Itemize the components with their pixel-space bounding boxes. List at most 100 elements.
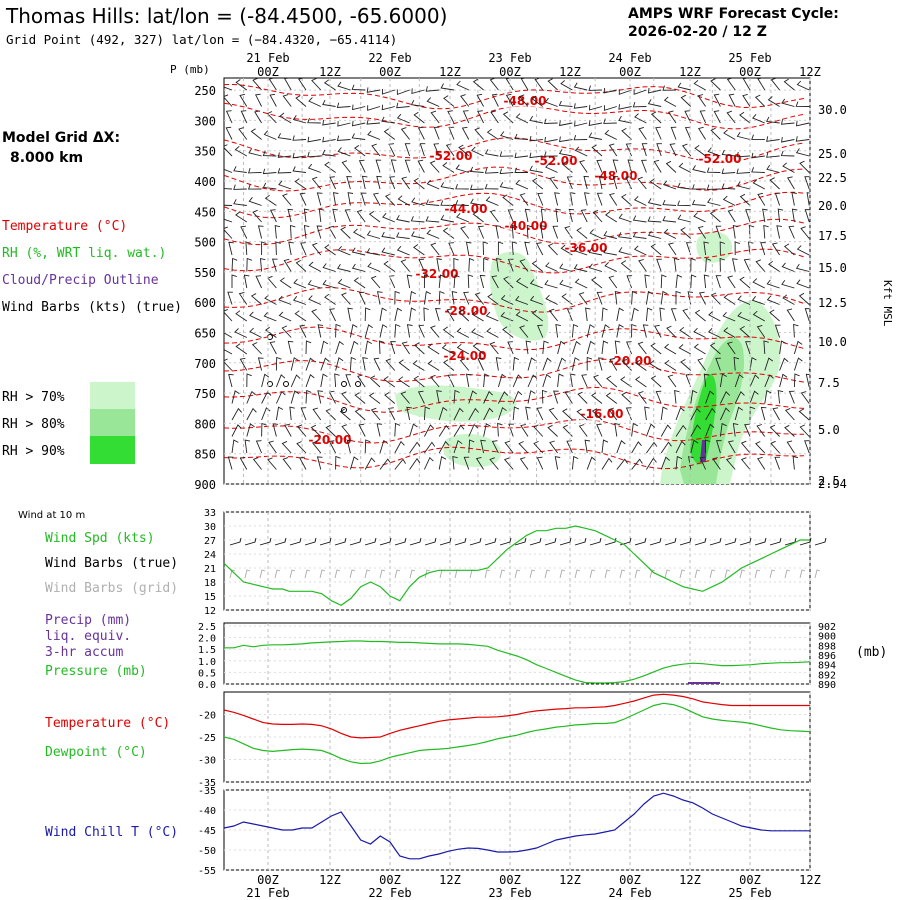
calm-wind-circle: [341, 381, 347, 387]
temperature-contour-label: -16.00: [581, 407, 624, 421]
wind-barb: [423, 456, 434, 470]
wind-barb: [770, 78, 780, 91]
wind-barb: [385, 193, 396, 206]
wind-barb: [388, 407, 396, 421]
wind-barb: [367, 105, 381, 111]
height-tick-label: 10.0: [818, 335, 847, 349]
precip-tick-label: 2.5: [198, 622, 216, 633]
wind-barb: [417, 159, 425, 173]
wind-barb: [489, 78, 499, 91]
kft-label: Kft MSL: [881, 280, 894, 327]
wind-barb: [281, 325, 292, 338]
mb-unit-label: (mb): [856, 645, 887, 660]
wind-barb: [559, 279, 573, 289]
wind-barb: [295, 260, 307, 272]
wind-barb: [618, 104, 632, 110]
wind-barb: [287, 340, 294, 355]
wind-barb: [474, 292, 484, 305]
wind-barb: [279, 112, 292, 124]
wind-barb: [345, 374, 352, 388]
wind-barb: [224, 344, 233, 355]
wind-barb: [708, 311, 721, 322]
wind-barb: [598, 357, 604, 371]
wind-barb: [544, 280, 558, 289]
wind-barb: [366, 248, 381, 256]
wind-barb: [394, 458, 406, 470]
wind-barb: [512, 390, 523, 404]
wind-barb: [670, 308, 677, 322]
wind10m-label: Wind at 10 m: [18, 510, 85, 521]
contour-label-bg: [504, 220, 548, 233]
legend-precip-accum: 3-hr accum: [45, 645, 123, 660]
wind-barb: [227, 291, 233, 305]
wind-barb: [368, 211, 381, 223]
top-hour-label: 12Z: [799, 65, 821, 79]
contour-label-bg: [443, 350, 487, 363]
wind-barb: [646, 441, 658, 454]
wind-barb: [784, 407, 795, 421]
wind-barb: [288, 241, 294, 256]
wind-barb: [612, 159, 619, 173]
wind-barb: [238, 127, 248, 140]
wind-barb: [616, 307, 624, 322]
wind-barb: [793, 340, 803, 355]
wind-barb: [412, 360, 425, 371]
wind-barb-grid: [439, 569, 446, 579]
wind-barb: [370, 407, 381, 421]
pressure-tick-label: 900: [818, 632, 836, 643]
wind-barb: [707, 197, 721, 206]
wind-barb: [503, 457, 514, 470]
wind-barb: [609, 357, 618, 371]
wind-barb: [531, 309, 544, 322]
wind-barb: [499, 151, 514, 157]
wind-barb: [455, 200, 469, 206]
wind-barb: [784, 424, 795, 437]
wind-barb-true: [229, 537, 242, 546]
wind-barb: [311, 242, 322, 256]
wind-barb: [511, 241, 518, 256]
wind-barb: [621, 391, 632, 404]
wind-barb-true: [679, 537, 692, 546]
wind-barb: [732, 225, 739, 239]
wind-barb: [307, 163, 321, 173]
wind-barb: [370, 275, 381, 289]
wind-barb: [650, 375, 662, 388]
wind-barb: [584, 192, 590, 206]
wind-barb: [715, 357, 721, 371]
wind-barb: [734, 391, 745, 404]
wind-barb: [660, 290, 668, 305]
wind-barb: [296, 441, 307, 454]
wind-barb: [471, 310, 484, 322]
wind-barb: [396, 232, 410, 239]
wind-barb: [238, 291, 248, 305]
wind-barb: [282, 94, 292, 107]
wind-barb: [455, 164, 469, 173]
wind-barb: [252, 209, 262, 223]
wind-barb: [559, 263, 573, 272]
wind-barb: [614, 423, 620, 437]
wind-barb: [396, 214, 410, 223]
wind-barb: [781, 136, 795, 143]
wind-barb: [656, 143, 662, 157]
temperature-contour: [224, 218, 805, 246]
wind-barb: [491, 275, 499, 289]
pressure-line: [224, 640, 811, 684]
wind-barb: [277, 133, 292, 140]
wind-barb: [764, 374, 774, 388]
wind-barb: [544, 136, 558, 143]
wind-tick-label: 33: [204, 508, 216, 519]
wind-barb: [305, 374, 315, 388]
wind-barb: [240, 225, 248, 239]
wind-barb: [275, 390, 286, 404]
wind-barb: [690, 407, 701, 421]
bottom-hour-label: 12Z: [319, 873, 341, 887]
wind-barb: [383, 376, 396, 388]
wind-barb: [515, 113, 529, 124]
wind-barb: [434, 308, 441, 322]
wind-barb: [756, 424, 766, 437]
wind-barb: [441, 344, 455, 355]
wind-barb: [465, 241, 472, 256]
pressure-tick-label: 700: [194, 357, 216, 371]
wind-barb-grid: [394, 569, 401, 579]
height-tick-label: 30.0: [818, 103, 847, 117]
